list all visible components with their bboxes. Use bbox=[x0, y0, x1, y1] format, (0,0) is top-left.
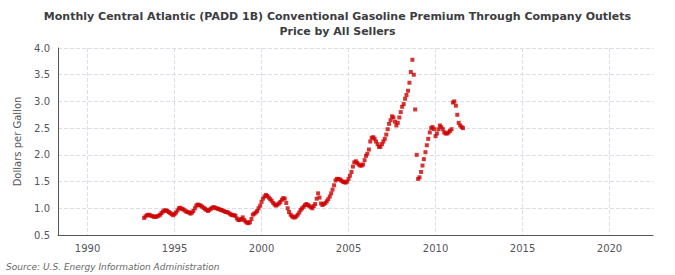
svg-text:2005: 2005 bbox=[336, 243, 361, 254]
svg-text:3.5: 3.5 bbox=[34, 69, 50, 80]
svg-text:Dollars per Gallon: Dollars per Gallon bbox=[12, 97, 23, 187]
svg-text:0.5: 0.5 bbox=[34, 230, 50, 241]
svg-text:Price by All Sellers: Price by All Sellers bbox=[279, 25, 396, 38]
svg-text:1.0: 1.0 bbox=[34, 203, 50, 214]
svg-text:Monthly Central Atlantic (PADD: Monthly Central Atlantic (PADD 1B) Conve… bbox=[44, 10, 632, 23]
svg-text:3.0: 3.0 bbox=[34, 96, 50, 107]
svg-text:2020: 2020 bbox=[597, 243, 622, 254]
svg-text:1.5: 1.5 bbox=[34, 176, 50, 187]
svg-text:2010: 2010 bbox=[423, 243, 448, 254]
svg-text:2015: 2015 bbox=[510, 243, 535, 254]
svg-text:1995: 1995 bbox=[162, 243, 187, 254]
svg-text:1990: 1990 bbox=[75, 243, 100, 254]
svg-text:2000: 2000 bbox=[249, 243, 274, 254]
svg-text:4.0: 4.0 bbox=[34, 43, 50, 54]
svg-text:2.5: 2.5 bbox=[34, 123, 50, 134]
svg-text:2.0: 2.0 bbox=[34, 149, 50, 160]
svg-text:Source: U.S. Energy Informatio: Source: U.S. Energy Information Administ… bbox=[6, 262, 220, 272]
